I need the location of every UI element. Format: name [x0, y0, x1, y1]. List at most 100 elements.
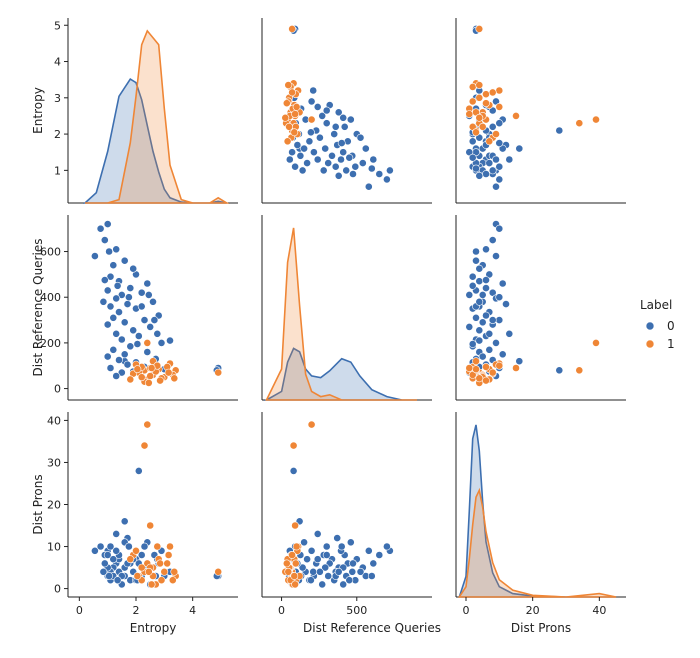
panel-dist-reference-queries-vs-entropy-point-label-0 [143, 348, 152, 356]
panel-dist-prons-vs-entropy-point-label-1 [157, 576, 166, 585]
panel-dist-reference-queries-vs-dist-reference-queries-kde-1 [265, 227, 417, 401]
panel-dist-prons-vs-entropy-point-label-0 [109, 555, 118, 564]
panel-entropy-vs-dist-reference-queries-point-label-0 [337, 139, 346, 147]
panel-dist-reference-queries-vs-entropy-point-label-0 [166, 336, 174, 345]
panel-dist-prons-vs-dist-reference-queries-point-label-0 [349, 559, 357, 568]
panel-dist-prons-vs-dist-reference-queries-point-label-0 [337, 542, 346, 551]
panel-dist-reference-queries-vs-entropy-point-label-0 [103, 286, 112, 295]
panel-dist-reference-queries-vs-entropy-point-label-0 [109, 261, 118, 270]
xtick-label-dist-reference-queries: 500 [346, 604, 367, 617]
panel-dist-reference-queries-vs-entropy-point-label-1 [164, 368, 173, 377]
ylabel-dist-reference-queries: Dist Reference Queries [31, 239, 45, 377]
panel-dist-reference-queries-vs-dist-prons-point-label-0 [478, 290, 487, 299]
panel-entropy-vs-dist-prons-point-label-1 [475, 93, 484, 102]
panel-dist-reference-queries-vs-dist-prons-point-label-1 [472, 365, 480, 374]
panel-dist-reference-queries-vs-dist-prons-point-label-0 [495, 316, 504, 324]
panel-dist-prons-vs-dist-reference-queries-point-label-0 [367, 572, 376, 580]
panel-entropy-vs-dist-prons-point-label-0 [505, 155, 514, 164]
panel-entropy-vs-dist-prons-point-label-1 [592, 115, 600, 124]
panel-entropy-vs-dist-prons-point-label-1 [465, 110, 474, 118]
legend-title: Label [640, 298, 672, 312]
xtick-label-dist-prons: 0 [463, 604, 470, 617]
panel-dist-reference-queries-vs-dist-prons-point-label-0 [475, 326, 484, 335]
panel-dist-prons-vs-dist-reference-queries-point-label-1 [292, 542, 301, 551]
panel-dist-reference-queries-vs-dist-prons-point-label-0 [475, 297, 484, 306]
panel-dist-reference-queries-vs-entropy-point-label-1 [214, 368, 223, 377]
panel-dist-prons-vs-dist-reference-queries-point-label-1 [288, 551, 296, 559]
panel-entropy-vs-dist-reference-queries-point-label-0 [334, 171, 343, 180]
panel-dist-reference-queries-vs-entropy-point-label-0 [106, 302, 115, 311]
panel-dist-reference-queries-vs-entropy-point-label-0 [112, 329, 121, 338]
xlabel-dist-reference-queries: Dist Reference Queries [303, 621, 441, 635]
panel-dist-prons-vs-entropy-point-label-1 [214, 567, 223, 576]
panel-dist-reference-queries-vs-dist-prons-point-label-0 [555, 366, 564, 375]
panel-entropy-vs-dist-reference-queries-point-label-1 [291, 110, 299, 118]
panel-dist-reference-queries-vs-entropy-point-label-0 [143, 279, 152, 288]
panel-dist-reference-queries-vs-dist-prons-point-label-0 [485, 345, 494, 354]
panel-dist-reference-queries-vs-entropy-point-label-0 [137, 302, 146, 311]
panel-dist-prons-vs-dist-reference-queries-point-label-0 [306, 576, 315, 585]
panel-dist-prons-vs-entropy-point-label-1 [132, 546, 140, 555]
panel-entropy-vs-dist-reference-queries-point-label-0 [331, 122, 340, 131]
panel-dist-reference-queries-vs-entropy-point-label-0 [115, 356, 123, 364]
panel-entropy-vs-dist-reference-queries-point-label-0 [364, 182, 373, 191]
panel-dist-prons-vs-dist-reference-queries-point-label-0 [318, 580, 327, 589]
ylabel-dist-prons: Dist Prons [31, 474, 45, 534]
panel-entropy-vs-dist-prons-point-label-1 [512, 112, 520, 120]
panel-dist-reference-queries-vs-dist-prons-point-label-1 [575, 366, 584, 375]
panel-entropy-vs-dist-reference-queries-point-label-0 [285, 155, 294, 164]
panel-dist-reference-queries-vs-entropy-point-label-1 [146, 372, 155, 380]
panel-dist-reference-queries-vs-dist-prons-point-label-0 [502, 300, 510, 308]
panel-dist-prons-vs-entropy-point-label-1 [160, 567, 169, 576]
panel-entropy-vs-dist-reference-queries-point-label-0 [356, 133, 365, 142]
panel-entropy-vs-dist-prons-point-label-1 [575, 119, 584, 128]
panel-dist-reference-queries-vs-dist-prons-point-label-0 [475, 264, 484, 273]
panel-dist-reference-queries-vs-dist-prons-point-label-1 [472, 357, 480, 366]
panel-dist-prons-vs-entropy-point-label-1 [163, 559, 172, 568]
panel-entropy-vs-dist-reference-queries-point-label-0 [382, 175, 391, 184]
xlabel-entropy: Entropy [130, 621, 177, 635]
panel-dist-prons-vs-entropy-point-label-0 [112, 530, 121, 538]
panel-entropy-vs-dist-reference-queries-point-label-0 [318, 112, 327, 120]
panel-entropy-vs-dist-prons-point-label-1 [492, 130, 500, 138]
ytick-label-entropy: 3 [54, 92, 61, 105]
panel-entropy-vs-dist-reference-queries-point-label-0 [334, 108, 343, 117]
panel-entropy-vs-dist-reference-queries-point-label-0 [339, 113, 348, 122]
panel-dist-prons-vs-entropy-point-label-1 [126, 555, 135, 564]
panel-entropy-vs-dist-prons-point-label-0 [495, 139, 504, 147]
panel-dist-prons-vs-entropy-point-label-0 [106, 542, 115, 551]
panel-dist-prons-vs-dist-reference-queries-point-label-0 [333, 534, 342, 542]
panel-dist-prons-vs-dist-reference-queries-point-label-1 [307, 420, 316, 429]
panel-dist-reference-queries-vs-entropy-point-label-0 [103, 220, 112, 228]
panel-entropy-vs-dist-reference-queries-point-label-0 [369, 155, 378, 164]
panel-dist-prons-vs-dist-reference-queries-point-label-0 [339, 580, 348, 589]
panel-dist-reference-queries-vs-dist-prons-point-label-0 [472, 256, 480, 265]
panel-entropy-vs-dist-reference-queries-point-label-0 [367, 164, 376, 173]
panel-dist-reference-queries-vs-entropy-point-label-0 [120, 318, 129, 327]
legend-label-1: 1 [667, 337, 675, 351]
panel-dist-prons-vs-entropy-point-label-1 [147, 580, 156, 589]
panel-dist-reference-queries-vs-dist-prons-point-label-0 [515, 357, 524, 366]
panel-entropy-vs-dist-prons-point-label-0 [488, 122, 497, 131]
panel-dist-reference-queries-vs-dist-prons-point-label-0 [485, 270, 494, 279]
ytick-label-dist-reference-queries: 0 [54, 383, 61, 396]
ytick-label-dist-reference-queries: 600 [40, 246, 61, 259]
panel-entropy-vs-dist-prons-point-label-0 [495, 162, 504, 171]
panel-entropy-vs-dist-prons-point-label-0 [515, 144, 524, 153]
panel-entropy-vs-dist-reference-queries-point-label-0 [296, 151, 305, 160]
panel-entropy-vs-dist-reference-queries-point-label-0 [303, 159, 311, 167]
ytick-label-dist-prons: 40 [47, 414, 61, 427]
panel-entropy-vs-dist-reference-queries-point-label-0 [313, 155, 322, 164]
panel-entropy-vs-dist-reference-queries-point-label-1 [288, 88, 296, 97]
panel-entropy-vs-dist-reference-queries-point-label-0 [361, 144, 370, 153]
xtick-label-entropy: 0 [76, 604, 83, 617]
panel-entropy-vs-dist-reference-queries-point-label-0 [346, 115, 355, 124]
legend-label-0: 0 [667, 319, 675, 333]
panel-dist-reference-queries-vs-entropy-point-label-1 [170, 374, 179, 383]
panel-dist-reference-queries-vs-entropy-point-label-0 [120, 350, 129, 359]
panel-dist-reference-queries-vs-entropy-point-label-0 [126, 342, 135, 351]
panel-entropy-vs-dist-prons-point-label-0 [492, 155, 500, 164]
panel-dist-prons-vs-entropy-point-label-0 [99, 567, 108, 576]
panel-entropy-vs-dist-reference-queries-point-label-0 [375, 170, 384, 178]
panel-dist-reference-queries-vs-entropy-point-label-0 [103, 320, 112, 329]
